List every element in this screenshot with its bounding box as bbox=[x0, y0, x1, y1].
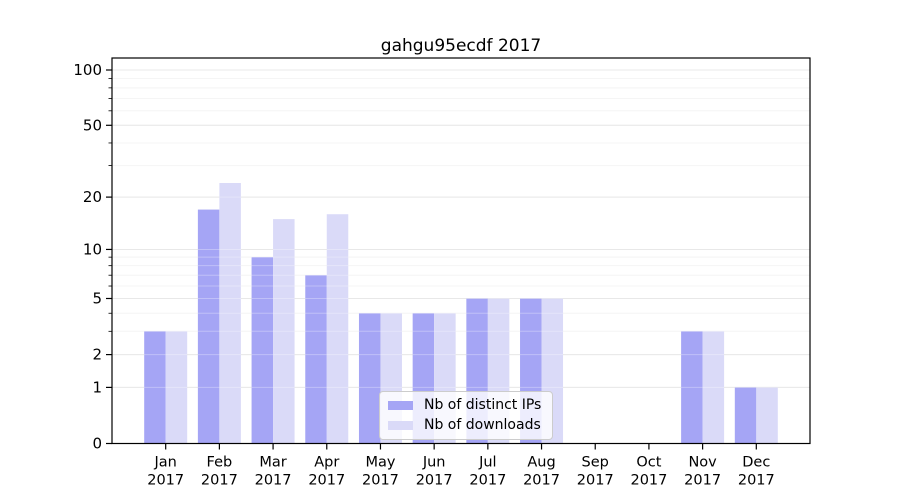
bar-downloads-dec bbox=[756, 387, 778, 444]
x-tick-label-year: 2017 bbox=[469, 473, 506, 489]
bar-distinct-ips-may bbox=[358, 313, 381, 444]
x-tick-label-year: 2017 bbox=[362, 473, 399, 489]
legend-label-downloads: Nb of downloads bbox=[424, 416, 541, 433]
y-tick-label: 20 bbox=[83, 188, 102, 206]
x-tick-label-year: 2017 bbox=[308, 473, 345, 489]
x-tick-label-month: May bbox=[365, 455, 395, 471]
y-tick-label: 5 bbox=[92, 289, 102, 307]
x-tick-label-year: 2017 bbox=[684, 473, 721, 489]
bar-distinct-ips-nov bbox=[681, 331, 703, 444]
x-tick-label-month: Jan bbox=[154, 455, 177, 471]
x-tick-label-year: 2017 bbox=[523, 473, 560, 489]
x-tick-label-month: Dec bbox=[742, 455, 770, 471]
x-tick-label-month: Oct bbox=[636, 455, 661, 471]
bar-downloads-jan bbox=[165, 331, 188, 444]
chart-title: gahgu95ecdf 2017 bbox=[380, 36, 542, 56]
x-tick-label-year: 2017 bbox=[255, 473, 292, 489]
x-tick-label-month: Apr bbox=[314, 455, 339, 471]
bar-downloads-mar bbox=[273, 219, 295, 444]
x-tick-label-year: 2017 bbox=[201, 473, 238, 489]
y-tick-label: 50 bbox=[83, 116, 102, 134]
legend-label-distinct-ips: Nb of distinct IPs bbox=[424, 397, 542, 413]
bar-distinct-ips-mar bbox=[251, 257, 274, 444]
y-tick-label: 100 bbox=[73, 61, 102, 79]
legend-item-distinct-ips: Nb of distinct IPs bbox=[388, 398, 541, 413]
legend-swatch-distinct-ips bbox=[388, 400, 413, 410]
legend-item-downloads: Nb of downloads bbox=[388, 416, 541, 433]
bar-downloads-apr bbox=[326, 214, 349, 444]
x-tick-label-month: Aug bbox=[527, 455, 555, 471]
x-tick-label-month: Feb bbox=[207, 455, 233, 471]
x-tick-label-month: Jul bbox=[478, 455, 497, 471]
x-tick-label-month: Sep bbox=[582, 455, 609, 471]
plot-border bbox=[111, 57, 811, 445]
bar-distinct-ips-jan bbox=[144, 331, 166, 444]
x-tick-label-month: Jun bbox=[422, 455, 446, 471]
y-tick-label: 1 bbox=[92, 378, 102, 396]
bar-downloads-feb bbox=[219, 182, 241, 444]
y-tick-label: 10 bbox=[83, 240, 102, 258]
x-tick-label-year: 2017 bbox=[738, 473, 775, 489]
legend-swatch-downloads bbox=[388, 420, 413, 430]
x-tick-label-month: Nov bbox=[688, 455, 717, 471]
x-tick-label-year: 2017 bbox=[416, 473, 453, 489]
bar-distinct-ips-feb bbox=[197, 209, 220, 444]
y-tick-label: 2 bbox=[92, 346, 102, 364]
legend: Nb of distinct IPs Nb of downloads bbox=[379, 391, 554, 441]
bar-distinct-ips-dec bbox=[734, 387, 757, 444]
y-tick-label: 0 bbox=[92, 435, 102, 453]
x-tick-label-year: 2017 bbox=[147, 473, 184, 489]
x-tick-label-year: 2017 bbox=[577, 473, 614, 489]
bar-downloads-nov bbox=[702, 331, 725, 444]
bar-distinct-ips-apr bbox=[305, 275, 327, 444]
x-tick-label-year: 2017 bbox=[630, 473, 667, 489]
x-tick-label-month: Mar bbox=[259, 455, 286, 471]
